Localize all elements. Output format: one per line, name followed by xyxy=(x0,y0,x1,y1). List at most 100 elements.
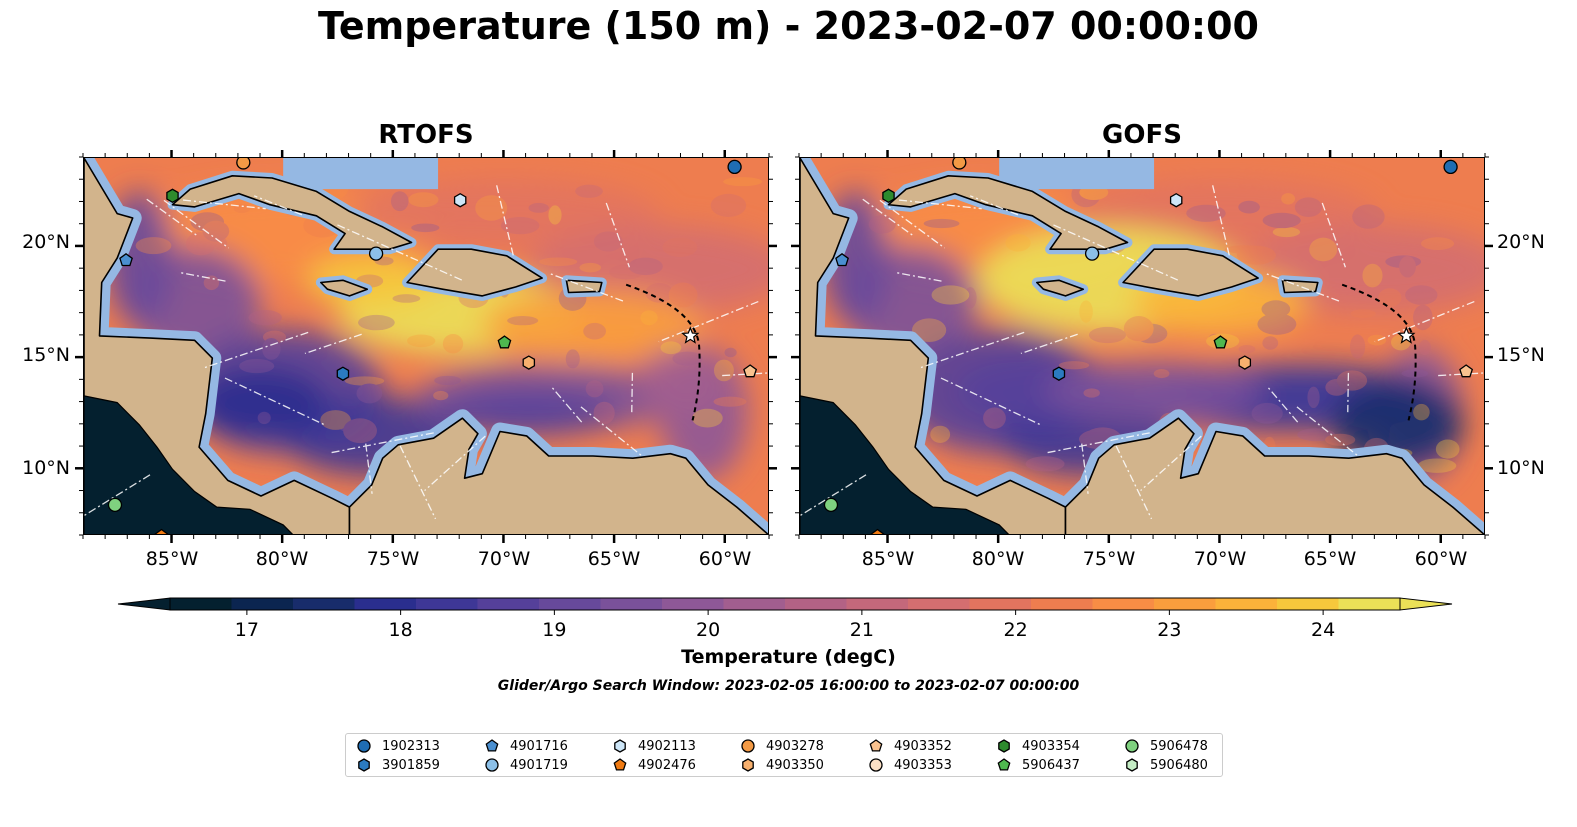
colorbar-tick-22: 22 xyxy=(1003,619,1028,641)
colorbar-segment xyxy=(231,598,294,610)
lat-label-15-right: 15°N xyxy=(1497,344,1545,366)
colorbar-segment xyxy=(1031,598,1093,610)
colorbar-segment xyxy=(1338,598,1401,610)
circle-marker-icon xyxy=(869,758,883,772)
float-legend: 1902313 3901859 4901716 4901719 4902113 49024… xyxy=(345,733,1223,777)
lon-label-60-rtofs: 60°W xyxy=(698,548,752,570)
circle-marker-icon xyxy=(357,739,371,753)
legend-label: 5906437 xyxy=(1022,757,1080,773)
map-panel-rtofs[interactable] xyxy=(83,157,769,535)
lon-label-75-rtofs: 75°W xyxy=(366,548,420,570)
legend-item-5906437: 5906437 xyxy=(996,756,1080,774)
float-marker-1902313-gofs[interactable] xyxy=(1443,159,1458,175)
float-marker-4903350-rtofs[interactable] xyxy=(522,355,536,370)
float-marker-4903352-gofs[interactable] xyxy=(1459,364,1474,378)
lon-label-85-gofs: 85°W xyxy=(861,548,915,570)
hexagon-marker-icon xyxy=(742,758,754,772)
lon-label-80-gofs: 80°W xyxy=(971,548,1025,570)
float-marker-5906437-rtofs[interactable] xyxy=(497,335,512,349)
colorbar-segment xyxy=(477,598,540,610)
float-marker-5906478-gofs[interactable] xyxy=(823,497,839,513)
legend-label: 5906478 xyxy=(1150,738,1208,754)
legend-label: 1902313 xyxy=(382,738,440,754)
colorbar-tick-17: 17 xyxy=(234,619,259,641)
legend-label: 5906480 xyxy=(1150,757,1208,773)
legend-item-4903353: 4903353 xyxy=(868,756,952,774)
legend-item-4901716: 4901716 xyxy=(484,737,568,755)
float-marker-4902476-gofs[interactable] xyxy=(870,528,885,536)
pentagon-marker-icon xyxy=(997,758,1011,771)
legend-item-4903352: 4903352 xyxy=(868,737,952,755)
colorbar-segment xyxy=(662,598,724,610)
map-canvas-rtofs xyxy=(84,158,768,536)
float-marker-4903278-rtofs[interactable] xyxy=(236,158,251,170)
colorbar-segment xyxy=(785,598,847,610)
colorbar-segment xyxy=(1154,598,1216,610)
float-marker-4902113-gofs[interactable] xyxy=(1169,192,1183,208)
search-window-text: Glider/Argo Search Window: 2023-02-05 16… xyxy=(497,678,1080,694)
legend-label: 4903354 xyxy=(1022,738,1080,754)
legend-item-4901719: 4901719 xyxy=(484,756,568,774)
colorbar-segment xyxy=(416,598,478,610)
map-canvas-gofs xyxy=(800,158,1484,536)
legend-label: 4903353 xyxy=(894,757,952,773)
colorbar-segment xyxy=(908,598,970,610)
lat-label-15-left: 15°N xyxy=(22,344,70,366)
float-marker-4903278-gofs[interactable] xyxy=(952,158,967,170)
float-marker-3901859-rtofs[interactable] xyxy=(336,366,350,381)
float-marker-4902113-rtofs[interactable] xyxy=(453,192,467,208)
colorbar-segment xyxy=(539,598,601,610)
colorbar-label: Temperature (degC) xyxy=(681,646,896,668)
lon-label-70-gofs: 70°W xyxy=(1193,548,1247,570)
colorbar-segment xyxy=(846,598,909,610)
float-marker-4903354-rtofs[interactable] xyxy=(166,188,179,204)
float-marker-4901719-gofs[interactable] xyxy=(1084,246,1100,261)
lon-label-65-rtofs: 65°W xyxy=(587,548,641,570)
legend-label: 4902476 xyxy=(638,757,696,773)
legend-item-1902313: 1902313 xyxy=(356,737,440,755)
colorbar-tick-24: 24 xyxy=(1311,619,1336,641)
pentagon-marker-icon xyxy=(869,739,883,752)
legend-item-3901859: 3901859 xyxy=(356,756,440,774)
colorbar-tick-20: 20 xyxy=(696,619,721,641)
colorbar-segment xyxy=(1277,598,1339,610)
lat-label-10-left: 10°N xyxy=(22,457,70,479)
legend-item-5906478: 5906478 xyxy=(1124,737,1208,755)
float-marker-5906478-rtofs[interactable] xyxy=(107,497,123,513)
legend-item-5906480: 5906480 xyxy=(1124,756,1208,774)
colorbar-tick-19: 19 xyxy=(542,619,567,641)
colorbar-segment xyxy=(600,598,663,610)
float-marker-4901716-rtofs[interactable] xyxy=(119,252,133,267)
panel-title-rtofs: RTOFS xyxy=(378,120,474,150)
float-marker-3901859-gofs[interactable] xyxy=(1052,366,1066,381)
colorbar-segment xyxy=(1215,598,1278,610)
float-marker-4903354-gofs[interactable] xyxy=(882,188,895,204)
float-marker-1902313-rtofs[interactable] xyxy=(727,159,742,175)
legend-item-4902476: 4902476 xyxy=(612,756,696,774)
legend-label: 4903350 xyxy=(766,757,824,773)
colorbar-segment xyxy=(170,598,232,610)
float-marker-5906437-gofs[interactable] xyxy=(1213,335,1228,349)
colorbar-segment xyxy=(723,598,786,610)
colorbar-tick-18: 18 xyxy=(388,619,413,641)
float-marker-4903352-rtofs[interactable] xyxy=(743,364,758,378)
panel-title-gofs: GOFS xyxy=(1102,120,1182,150)
colorbar-tick-21: 21 xyxy=(849,619,874,641)
circle-marker-icon xyxy=(1125,739,1139,753)
legend-label: 4901719 xyxy=(510,757,568,773)
legend-label: 4901716 xyxy=(510,738,568,754)
float-marker-4902476-rtofs[interactable] xyxy=(154,528,169,536)
float-marker-4901719-rtofs[interactable] xyxy=(368,246,384,261)
lon-label-60-gofs: 60°W xyxy=(1414,548,1468,570)
legend-label: 4903352 xyxy=(894,738,952,754)
hexagon-marker-icon xyxy=(998,739,1010,753)
colorbar-segment xyxy=(354,598,417,610)
pentagon-marker-icon xyxy=(613,758,627,771)
hexagon-marker-icon xyxy=(614,739,626,753)
lon-label-70-rtofs: 70°W xyxy=(477,548,531,570)
legend-item-4903350: 4903350 xyxy=(740,756,824,774)
float-marker-4901716-gofs[interactable] xyxy=(835,252,849,267)
float-marker-4903350-gofs[interactable] xyxy=(1238,355,1252,370)
hexagon-marker-icon xyxy=(358,758,370,772)
map-panel-gofs[interactable] xyxy=(799,157,1485,535)
